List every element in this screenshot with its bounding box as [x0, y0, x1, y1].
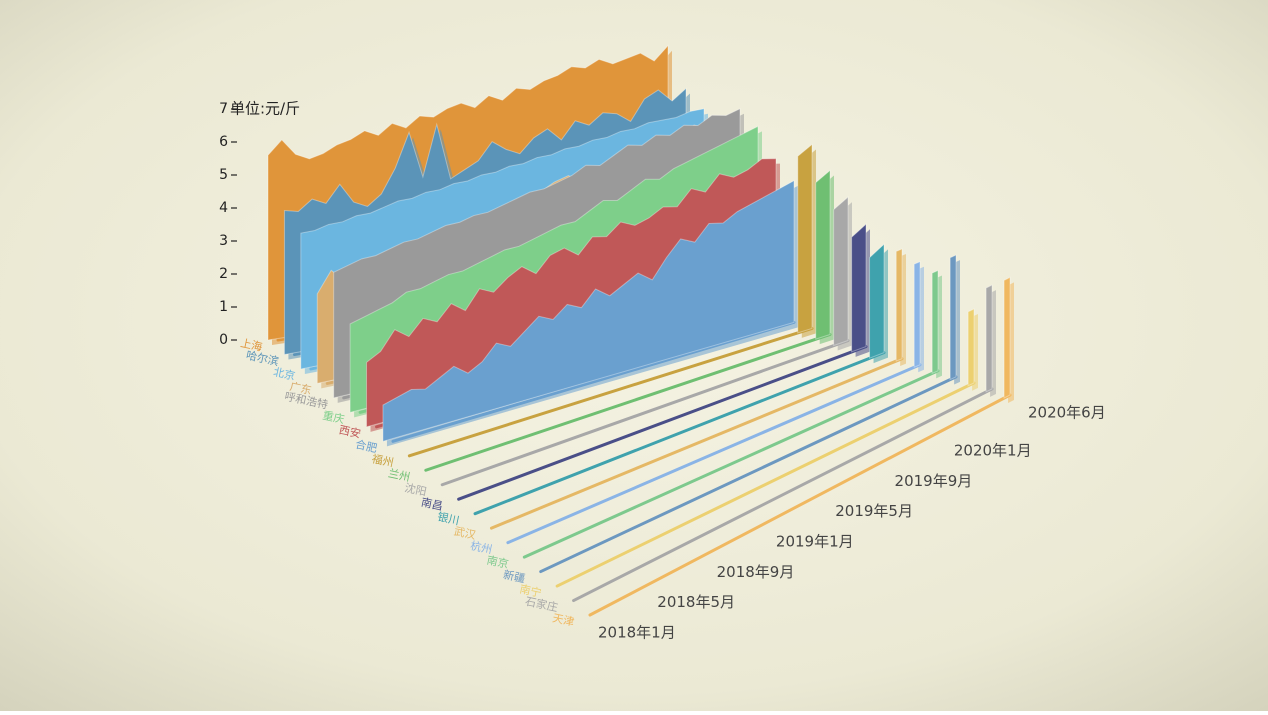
baseline — [506, 363, 922, 545]
y-tick-label: 3 — [219, 233, 228, 249]
series-label: 福州 — [371, 451, 395, 469]
x-tick-label: 2018年9月 — [717, 563, 795, 581]
series-label: 南昌 — [420, 496, 444, 513]
area — [366, 158, 777, 428]
y-axis-title: 单位:元/斤 — [230, 100, 300, 118]
series-label: 广东 — [288, 380, 312, 397]
series-label: 北京 — [272, 365, 296, 383]
series-label: 银川 — [436, 509, 460, 527]
y-tick-label: 5 — [219, 167, 228, 183]
baseline — [572, 387, 994, 603]
area — [815, 169, 831, 340]
series-label: 兰州 — [387, 467, 411, 484]
series-label: 合肥 — [354, 437, 378, 455]
series-label: 南京 — [486, 553, 510, 571]
baseline — [457, 345, 868, 501]
area — [931, 269, 939, 375]
series-label: 南宁 — [518, 582, 542, 600]
baseline — [522, 369, 940, 559]
baseline — [539, 375, 958, 574]
series-label: 重庆 — [321, 408, 345, 426]
baseline — [440, 339, 850, 487]
series-label: 武汉 — [453, 525, 477, 542]
area — [985, 284, 993, 393]
area — [1003, 276, 1011, 399]
baseline — [489, 357, 904, 530]
y-tick-label: 4 — [219, 200, 228, 216]
area — [895, 248, 903, 362]
baseline — [473, 351, 886, 516]
series-label: 杭州 — [469, 538, 493, 556]
y-tick-label: 1 — [219, 299, 228, 315]
baseline — [588, 393, 1012, 617]
baseline — [555, 381, 976, 588]
area — [967, 308, 975, 387]
series-label: 西安 — [338, 422, 362, 440]
x-tick-label: 2019年5月 — [835, 502, 913, 520]
area — [913, 260, 921, 368]
area — [869, 243, 885, 359]
series-label: 上海 — [239, 336, 263, 354]
x-tick-label: 2018年5月 — [657, 593, 735, 611]
area — [382, 179, 795, 442]
baseline — [407, 326, 814, 458]
x-tick-label: 2020年6月 — [1028, 404, 1106, 422]
series-label: 石家庄 — [524, 594, 559, 615]
baseline — [424, 332, 832, 472]
x-tick-label: 2019年9月 — [895, 472, 973, 490]
x-tick-label: 2020年1月 — [954, 441, 1032, 459]
series-label: 哈尔滨 — [245, 348, 280, 369]
area — [949, 254, 957, 381]
y-tick-label: 6 — [219, 134, 228, 150]
y-tick-label: 0 — [219, 332, 228, 348]
area — [833, 196, 849, 347]
series-label: 沈阳 — [403, 480, 427, 498]
x-tick-label: 2019年1月 — [776, 532, 854, 550]
area — [797, 143, 813, 334]
x-tick-label: 2018年1月 — [598, 624, 676, 642]
y-tick-label: 2 — [219, 266, 228, 282]
series-label: 天津 — [551, 612, 575, 629]
area — [851, 223, 867, 353]
series-label: 新疆 — [502, 567, 526, 585]
y-tick-label: 7 — [219, 101, 228, 117]
